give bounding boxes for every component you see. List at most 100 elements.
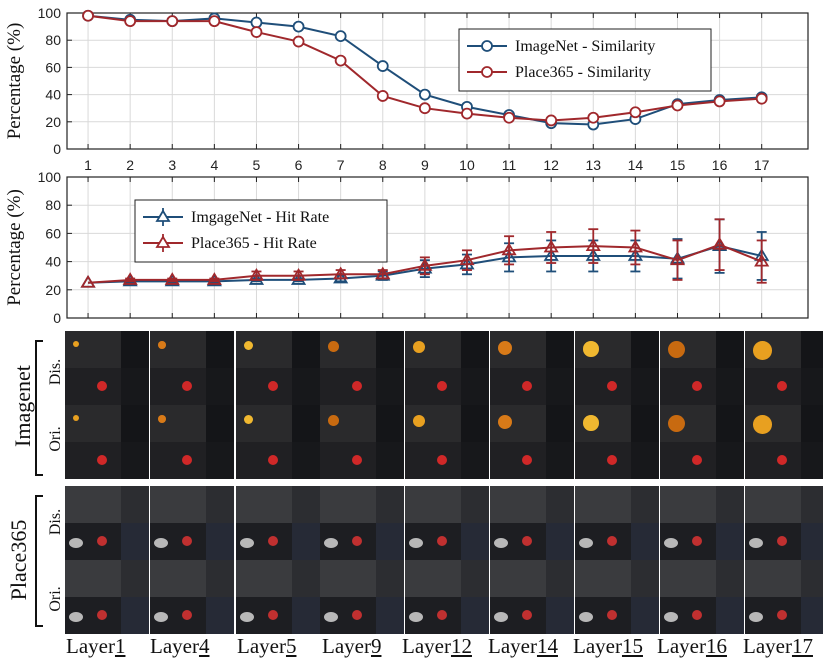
layer-label-12: Layer12 [402, 634, 472, 658]
thumbnail-quadrant [773, 331, 801, 368]
layer-label-1: Layer1 [66, 634, 126, 658]
thumbnail-image [518, 405, 574, 479]
thumbnail-quadrant [716, 523, 744, 560]
group-label-place365: Place365 [6, 519, 31, 601]
activation-blob [97, 455, 107, 465]
thumbnail-quadrant [631, 486, 659, 523]
thumbnail-image [264, 486, 320, 560]
thumbnail-quadrant [433, 560, 461, 597]
activation-blob [498, 415, 512, 429]
thumbnail-quadrant [178, 331, 206, 368]
data-point [290, 267, 307, 281]
y-tick-label: 100 [38, 5, 62, 21]
activation-blob [607, 536, 617, 546]
row-label-place365-dis: Dis. [47, 508, 64, 536]
thumbnail-quadrant [801, 442, 823, 479]
thumbnail-quadrant [292, 486, 320, 523]
thumbnail-quadrant [65, 560, 93, 597]
thumbnail-quadrant [206, 405, 234, 442]
thumbnail-quadrant [688, 560, 716, 597]
thumbnail-quadrant [575, 442, 603, 479]
activation-blob [158, 341, 166, 349]
thumbnail-quadrant [121, 405, 149, 442]
layer-label-15: Layer15 [573, 634, 643, 658]
thumbnail-quadrant [292, 597, 320, 634]
thumbnail-quadrant [121, 560, 149, 597]
thumbnail-quadrant [461, 368, 489, 405]
activation-blob [692, 455, 702, 465]
activation-blob [244, 415, 254, 425]
thumbnail-quadrant [292, 560, 320, 597]
thumbnail-image [93, 331, 149, 405]
series-2 [80, 218, 770, 288]
thumbnail-quadrant [206, 486, 234, 523]
thumbnail-image [178, 405, 234, 479]
activation-blob [522, 455, 532, 465]
data-point [82, 9, 94, 22]
thumbnail-quadrant [745, 486, 773, 523]
legend-label: Place365 - Hit Rate [191, 235, 317, 252]
thumbnail-quadrant [376, 523, 404, 560]
activation-blob [240, 538, 254, 548]
activation-blob [607, 610, 617, 620]
thumbnail-quadrant [575, 368, 603, 405]
x-tick-label: 10 [459, 157, 475, 173]
thumbnail-quadrant [65, 486, 93, 523]
thumbnail-quadrant [660, 368, 688, 405]
thumbnail-quadrant [801, 405, 823, 442]
thumbnail-quadrant [603, 486, 631, 523]
thumbnail-image [518, 486, 574, 560]
thumbnail-quadrant [631, 442, 659, 479]
thumbnail-quadrant [292, 331, 320, 368]
activation-blob [324, 538, 338, 548]
thumbnail-quadrant [292, 405, 320, 442]
x-tick-label: 8 [379, 157, 387, 173]
thumbnail-quadrant [688, 331, 716, 368]
thumbnail-quadrant [546, 597, 574, 634]
data-point [587, 111, 600, 124]
activation-blob [437, 455, 447, 465]
data-point [292, 20, 305, 33]
legend: ImgageNet - Hit Rate Place365 - Hit Rate [134, 199, 388, 263]
activation-blob [753, 341, 772, 360]
data-point [671, 99, 684, 112]
data-point [417, 258, 433, 271]
activation-blob [579, 538, 593, 548]
activation-blob [664, 612, 678, 622]
activation-blob [494, 538, 508, 548]
activation-blob [182, 455, 192, 465]
thumbnail-quadrant [433, 331, 461, 368]
layer-label-9: Layer9 [322, 634, 382, 658]
thumbnail-quadrant [433, 405, 461, 442]
thumbnail-quadrant [93, 405, 121, 442]
row-label-place365-ori: Ori. [47, 586, 64, 612]
data-point [250, 26, 263, 38]
data-point [669, 252, 686, 266]
thumbnail-image [178, 331, 234, 405]
legend-marker [481, 66, 493, 78]
thumbnail-quadrant [264, 486, 292, 523]
thumbnail-quadrant [121, 523, 149, 560]
thumbnail-image [688, 560, 744, 634]
thumbnail-quadrant [745, 560, 773, 597]
thumbnail-quadrant [206, 442, 234, 479]
thumbnail-quadrant [716, 486, 744, 523]
activation-blob [240, 612, 254, 622]
series-line [87, 243, 763, 284]
activation-blob [97, 610, 107, 620]
activation-blob [692, 381, 702, 391]
data-point [208, 15, 221, 28]
layer-label-5: Layer5 [237, 634, 297, 658]
data-point [545, 114, 558, 127]
thumbnail-image [603, 405, 659, 479]
data-point [543, 239, 559, 253]
series-2 [82, 9, 768, 127]
activation-blob [668, 341, 686, 359]
thumbnail-quadrant [178, 560, 206, 597]
thumbnail-quadrant [773, 405, 801, 442]
data-point [124, 15, 137, 28]
plot-frame [66, 12, 809, 150]
